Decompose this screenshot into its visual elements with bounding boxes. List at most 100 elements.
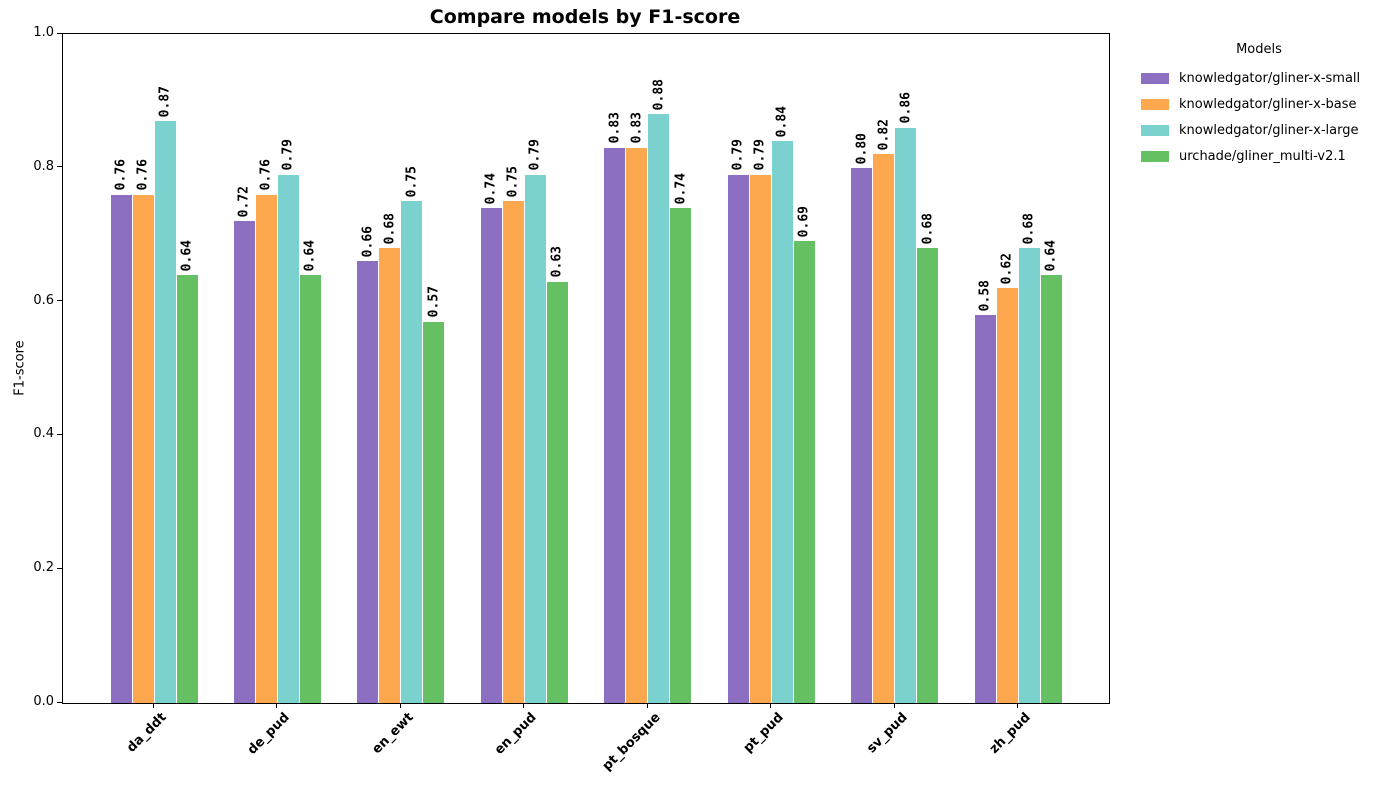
bar — [277, 174, 299, 703]
bar — [648, 114, 670, 703]
bar-value-label: 0.83 — [629, 112, 645, 144]
x-tick-label: sv_pud — [863, 710, 911, 757]
y-tick-label: 0.4 — [33, 426, 54, 442]
chart-title: Compare models by F1-score — [429, 6, 741, 28]
bar — [154, 120, 176, 703]
bar-value-label: 0.82 — [876, 119, 892, 151]
bar — [727, 174, 749, 703]
bar — [996, 288, 1018, 703]
legend-item: urchade/gliner_multi-v2.1 — [1141, 143, 1377, 169]
bar-value-label: 0.66 — [360, 226, 376, 258]
bar-value-label: 0.62 — [999, 252, 1015, 285]
bar-value-label: 0.64 — [302, 239, 318, 271]
y-tick-mark — [57, 300, 62, 302]
y-tick-mark — [57, 433, 62, 435]
bar-value-label: 0.79 — [752, 139, 768, 171]
x-tick-label: en_ewt — [369, 710, 417, 758]
x-tick-mark — [523, 703, 525, 708]
x-tick-label: pt_pud — [740, 710, 787, 756]
legend-item-label: knowledgator/gliner-x-base — [1179, 96, 1357, 112]
y-tick-mark — [57, 567, 62, 569]
bar-value-label: 0.72 — [236, 186, 252, 218]
bar — [423, 321, 445, 703]
x-tick-label: pt_bosque — [599, 710, 664, 774]
bar — [771, 141, 793, 703]
y-tick-label: 0.0 — [33, 694, 54, 709]
x-tick-label: da_ddt — [124, 710, 170, 756]
bar-value-label: 0.79 — [280, 139, 296, 171]
bar-value-label: 0.79 — [730, 139, 746, 171]
legend-item-label: knowledgator/gliner-x-large — [1179, 122, 1359, 138]
bar-value-label: 0.76 — [135, 159, 151, 191]
bar — [670, 207, 692, 703]
bar — [255, 194, 277, 703]
bar — [546, 281, 568, 703]
legend-item: knowledgator/gliner-x-base — [1141, 91, 1377, 117]
y-tick-label: 0.8 — [33, 158, 54, 174]
bar-value-label: 0.76 — [113, 159, 129, 191]
bar-value-label: 0.87 — [157, 85, 173, 117]
bar-value-label: 0.86 — [898, 92, 914, 124]
y-tick-label: 1.0 — [33, 25, 54, 40]
bar — [873, 154, 895, 703]
x-tick-mark — [1017, 703, 1018, 708]
bar — [626, 147, 648, 703]
legend-swatch — [1141, 150, 1169, 162]
y-tick-mark — [57, 701, 62, 703]
bar — [851, 167, 873, 703]
plot-area: 0.76 0.76 0.87 0.64 0.72 0.76 0.79 0.64 0.66 0.68… — [62, 33, 1110, 704]
bar — [524, 174, 546, 703]
bar — [917, 248, 939, 703]
bar — [299, 274, 321, 703]
bar-value-label: 0.69 — [796, 206, 812, 238]
bar-value-label: 0.68 — [920, 212, 936, 245]
x-tick-label: en_pud — [492, 710, 540, 758]
legend-item-label: urchade/gliner_multi-v2.1 — [1179, 148, 1346, 164]
bar — [132, 194, 154, 703]
legend-item: knowledgator/gliner-x-large — [1141, 117, 1377, 143]
x-tick-mark — [276, 703, 278, 708]
bar — [233, 221, 255, 703]
legend-swatch — [1141, 98, 1169, 110]
bar-value-label: 0.84 — [774, 105, 790, 138]
x-tick-mark — [770, 703, 772, 708]
bar — [749, 174, 771, 703]
bar — [502, 201, 524, 703]
bar-value-label: 0.83 — [607, 112, 623, 144]
legend-swatch — [1141, 72, 1169, 84]
legend-title: Models — [1236, 42, 1282, 57]
legend-items: knowledgator/gliner-x-small knowledgator/… — [1141, 65, 1377, 169]
x-tick-mark — [646, 703, 648, 708]
y-tick-label: 0.6 — [33, 292, 54, 308]
bar-value-label: 0.58 — [977, 279, 993, 311]
bar — [793, 241, 815, 703]
y-tick-mark — [57, 32, 62, 34]
x-tick-mark — [399, 703, 401, 708]
bar-value-label: 0.68 — [382, 212, 398, 245]
bar — [974, 314, 996, 703]
bar-value-label: 0.57 — [426, 286, 442, 318]
legend-swatch — [1141, 124, 1169, 136]
bar-value-label: 0.76 — [258, 159, 274, 191]
bar-value-label: 0.64 — [1043, 239, 1059, 271]
x-tick-mark — [893, 703, 895, 708]
bar — [110, 194, 132, 703]
bar-value-label: 0.68 — [1021, 212, 1037, 245]
bar-value-label: 0.63 — [549, 246, 565, 278]
bar-value-label: 0.74 — [483, 172, 499, 204]
bar-value-label: 0.80 — [854, 132, 870, 164]
bar — [1018, 248, 1040, 703]
x-tick-label: de_pud — [245, 710, 294, 758]
y-tick-label: 0.2 — [33, 560, 54, 576]
bar-value-label: 0.75 — [505, 165, 521, 198]
bar-value-label: 0.88 — [651, 78, 667, 111]
bar-value-label: 0.64 — [179, 239, 195, 271]
x-tick-label: zh_pud — [986, 710, 1034, 757]
bar — [401, 201, 423, 703]
bar — [1040, 274, 1062, 703]
bar — [480, 207, 502, 703]
bar — [604, 147, 626, 703]
bar-value-label: 0.75 — [404, 165, 420, 198]
bar — [176, 274, 198, 703]
